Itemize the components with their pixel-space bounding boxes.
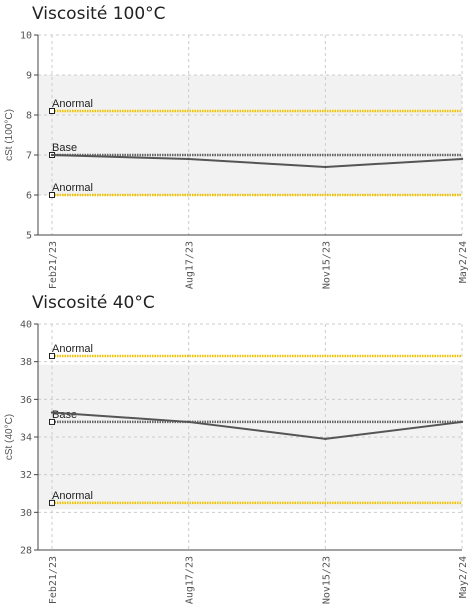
chart-title-viscosity-100: Viscosité 100°C	[32, 4, 166, 24]
data-point	[187, 420, 190, 424]
y-tick-label: 40	[20, 320, 32, 331]
x-tick-label: Aug17/23	[185, 556, 196, 604]
reference-marker	[49, 108, 55, 114]
x-tick-label: May2/24	[458, 241, 469, 283]
reference-label: Anormal	[52, 343, 93, 355]
y-tick-label: 32	[20, 470, 32, 481]
series-line	[51, 411, 463, 440]
reference-label: Anormal	[52, 490, 93, 502]
series-line	[51, 154, 463, 169]
reference-marker	[49, 353, 55, 360]
reference-label: Anormal	[52, 182, 93, 194]
x-tick-label: May2/24	[458, 556, 469, 598]
data-point	[187, 157, 190, 161]
y-tick-label: 34	[20, 433, 32, 444]
data-point	[50, 411, 54, 414]
data-point	[460, 157, 464, 161]
y-tick-label: 36	[20, 395, 32, 406]
data-point	[324, 165, 327, 169]
reference-label: Base	[52, 409, 77, 421]
x-tick-label: Aug17/23	[185, 241, 196, 289]
chart-title-viscosity-40: Viscosité 40°C	[32, 293, 155, 313]
y-tick-label: 28	[20, 546, 32, 557]
reference-label: Base	[52, 142, 77, 154]
y-tick-label: 7	[26, 151, 32, 162]
plot-band	[38, 75, 462, 195]
viscosity-40-chart: 28 30 32 34 36 38 40 cSt (40°C) Feb21/23 Aug17/23…	[4, 320, 469, 605]
data-point	[324, 437, 327, 441]
reference-label: Anormal	[52, 98, 93, 110]
y-tick-label: 10	[20, 31, 32, 42]
y-axis-label: cSt (40°C)	[4, 414, 15, 460]
reference-marker	[49, 192, 55, 198]
y-tick-label: 8	[26, 111, 32, 122]
reference-marker	[49, 499, 55, 506]
data-point	[50, 153, 54, 157]
data-point	[460, 420, 464, 424]
y-tick-label: 30	[20, 508, 32, 519]
y-axis-label: cSt (100°C)	[4, 109, 15, 161]
y-tick-label: 6	[26, 191, 32, 202]
x-tick-label: Nov15/23	[321, 241, 332, 289]
viscosity-100-chart: 5 6 7 8 9 10 cSt (100°C) Feb21/23 Aug17/23 Nov15/…	[4, 31, 469, 290]
y-tick-label: 5	[26, 231, 32, 242]
x-tick-label: Feb21/23	[48, 556, 59, 604]
reference-marker	[49, 418, 55, 425]
x-tick-label: Nov15/23	[321, 556, 332, 604]
y-tick-label: 38	[20, 357, 32, 368]
x-tick-label: Feb21/23	[48, 241, 59, 289]
y-tick-label: 9	[26, 71, 32, 82]
